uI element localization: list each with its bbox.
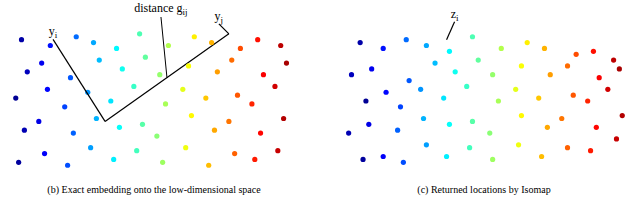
svg-text:yj: yj xyxy=(215,9,224,25)
html-text:(b) Exact embedding onto the l: (b) Exact embedding onto the low-dimensi… xyxy=(47,184,261,195)
svg-text:distance gij: distance gij xyxy=(134,1,187,17)
svg-text:zi: zi xyxy=(451,7,459,23)
html-text:(c) Returned locations by Isom: (c) Returned locations by Isomap xyxy=(417,184,551,195)
svg-text:yi: yi xyxy=(49,24,58,40)
